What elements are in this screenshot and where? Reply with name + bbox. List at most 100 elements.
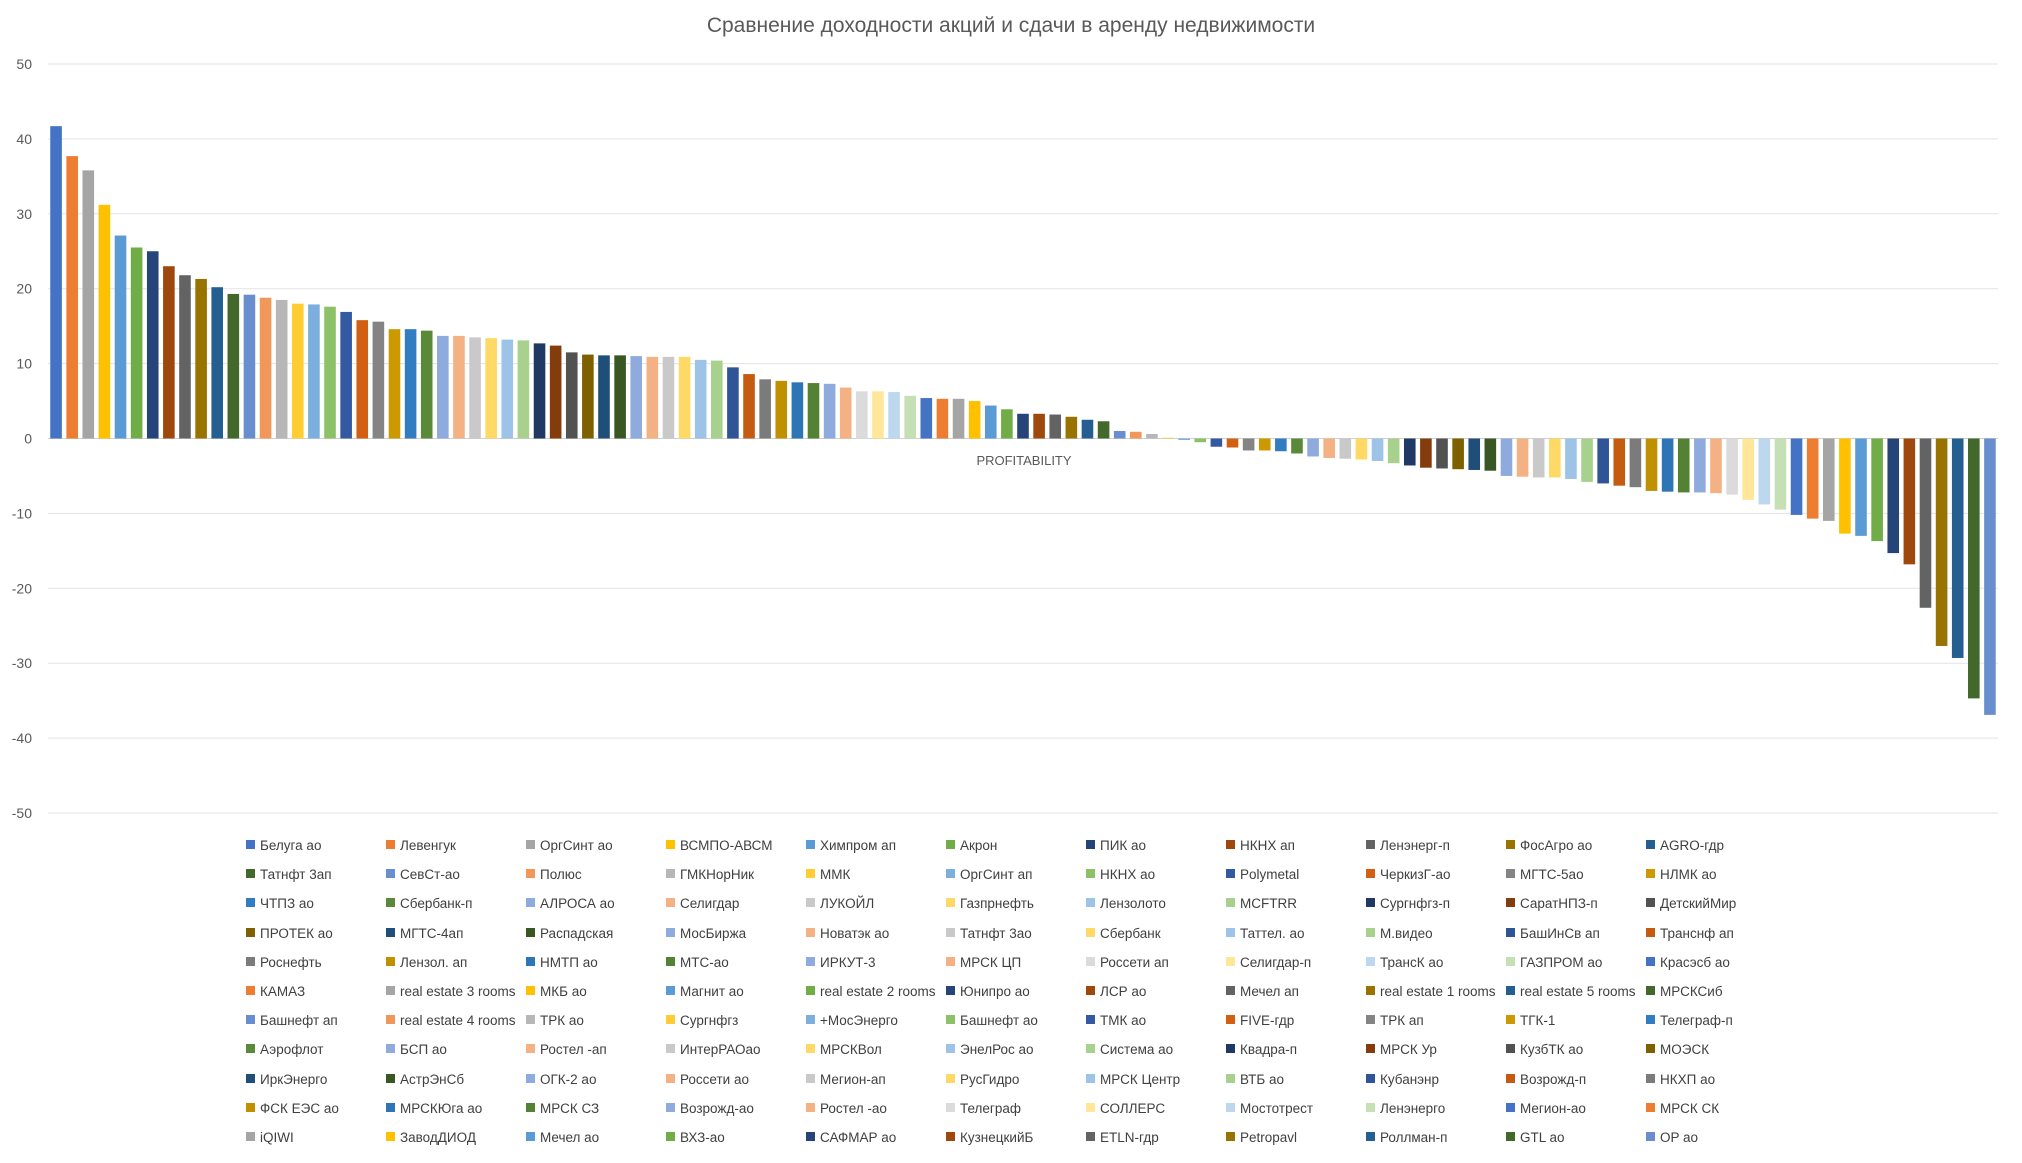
bar xyxy=(1726,438,1738,495)
legend-label: ТГК-1 xyxy=(1520,1013,1556,1029)
legend-label: МКБ ао xyxy=(540,983,587,999)
bar xyxy=(1613,438,1626,486)
legend-label: Юнипро ао xyxy=(960,983,1030,999)
bar xyxy=(195,278,207,439)
legend-item: ТГК-1 xyxy=(1506,1012,1555,1032)
bar xyxy=(1919,438,1932,608)
legend-swatch xyxy=(1646,839,1655,849)
legend-item: ФСК ЕЭС ао xyxy=(246,1100,339,1120)
legend-swatch xyxy=(1366,1131,1375,1141)
bar xyxy=(1178,438,1190,440)
legend-swatch xyxy=(526,1102,535,1112)
legend-swatch xyxy=(1646,898,1655,908)
legend-item: СевСт-ао xyxy=(386,866,460,886)
bar xyxy=(1097,421,1110,439)
bar xyxy=(1984,438,1996,715)
legend-swatch xyxy=(946,956,955,966)
legend-swatch xyxy=(526,839,535,849)
legend-label: Ростел -ап xyxy=(540,1042,607,1058)
legend-swatch xyxy=(246,1044,255,1054)
legend-label: НКХП ао xyxy=(1660,1071,1716,1087)
legend-item: Лензол. ап xyxy=(386,954,467,974)
bar xyxy=(1935,438,1948,646)
bar xyxy=(1661,438,1674,492)
legend-item: МТС-ао xyxy=(666,954,729,974)
bar xyxy=(324,306,336,439)
legend-swatch xyxy=(806,839,815,849)
bar xyxy=(98,204,111,439)
legend-item: ОргСинт ао xyxy=(526,837,613,857)
y-tick-label: 20 xyxy=(16,281,32,297)
legend-label: МГТС-4ап xyxy=(400,925,464,941)
legend-swatch xyxy=(246,898,255,908)
legend-swatch xyxy=(1086,1102,1095,1112)
legend-item: БСП ао xyxy=(386,1041,447,1061)
legend-swatch xyxy=(946,1102,955,1112)
legend-swatch xyxy=(946,985,955,995)
bar xyxy=(1242,438,1255,451)
bar xyxy=(678,356,691,439)
bar xyxy=(888,392,900,439)
legend-item: СОЛЛЕРС xyxy=(1086,1100,1165,1120)
legend-item: Кубанэнр xyxy=(1366,1071,1439,1091)
legend-label: GTL ао xyxy=(1520,1129,1565,1145)
legend-item: МосБиржа xyxy=(666,925,746,945)
bar xyxy=(743,374,755,439)
legend-swatch xyxy=(806,898,815,908)
bar xyxy=(1403,438,1416,466)
legend-swatch xyxy=(1366,1015,1375,1025)
legend-item: КузбТК ао xyxy=(1506,1041,1583,1061)
legend-item: Россети ао xyxy=(666,1071,749,1091)
bar xyxy=(1903,438,1916,565)
bar xyxy=(807,383,820,439)
legend-item: Татнфт 3ап xyxy=(246,866,332,886)
legend-label: Мегион-ао xyxy=(1520,1100,1586,1116)
legend-swatch xyxy=(666,927,675,937)
legend-label: НМТП ао xyxy=(540,954,598,970)
bar xyxy=(1790,438,1803,515)
bar xyxy=(1033,413,1045,439)
bar xyxy=(1694,438,1706,493)
legend-item: МРСКВол xyxy=(806,1041,882,1061)
legend-label: real estate 3 rooms xyxy=(400,983,516,999)
legend-swatch xyxy=(946,1073,955,1083)
bar xyxy=(1468,438,1481,470)
legend-swatch xyxy=(1226,1073,1235,1083)
bar xyxy=(646,356,659,439)
legend-swatch xyxy=(1366,1102,1375,1112)
legend-label: МРСК СЗ xyxy=(540,1100,600,1116)
legend-swatch xyxy=(1226,1102,1235,1112)
legend-swatch xyxy=(386,985,395,995)
legend-swatch xyxy=(246,839,255,849)
bar xyxy=(1581,438,1593,482)
bar xyxy=(66,156,78,439)
legend-item: АЛРОСА ао xyxy=(526,895,615,915)
legend-swatch xyxy=(946,1015,955,1025)
legend-item: ВСМПО-АВСМ xyxy=(666,837,773,857)
bar xyxy=(1968,438,1980,699)
legend-label: real estate 2 rooms xyxy=(820,983,936,999)
legend-label: ЛСР ао xyxy=(1100,983,1147,999)
legend-label: МТС-ао xyxy=(680,954,729,970)
bar xyxy=(1275,438,1287,452)
legend-item: ИРКУТ-3 xyxy=(806,954,876,974)
legend-item: Газпрнефть xyxy=(946,895,1034,915)
legend-label: ВХЗ-ао xyxy=(680,1129,725,1145)
legend-item: FIVE-гдр xyxy=(1226,1012,1294,1032)
bar xyxy=(1500,438,1513,476)
legend-swatch xyxy=(1086,985,1095,995)
legend-label: Ростел -ао xyxy=(820,1100,887,1116)
y-axis: 50 40 30 20 10 0 -10 -20 -30 -40 -50 xyxy=(12,56,32,821)
legend-item: ЗаводДИОД xyxy=(386,1129,476,1149)
bar xyxy=(372,321,385,439)
legend-label: БСП ао xyxy=(400,1042,447,1058)
bar xyxy=(1258,438,1271,451)
legend-item: НКХП ао xyxy=(1646,1071,1715,1091)
legend-swatch xyxy=(386,927,395,937)
legend-swatch xyxy=(806,1102,815,1112)
legend-item: ВХЗ-ао xyxy=(666,1129,725,1149)
legend-item: НКНХ ап xyxy=(1226,837,1295,857)
bar xyxy=(259,297,272,439)
legend-item: Полюс xyxy=(526,866,582,886)
legend-label: Сбербанк xyxy=(1100,925,1161,941)
